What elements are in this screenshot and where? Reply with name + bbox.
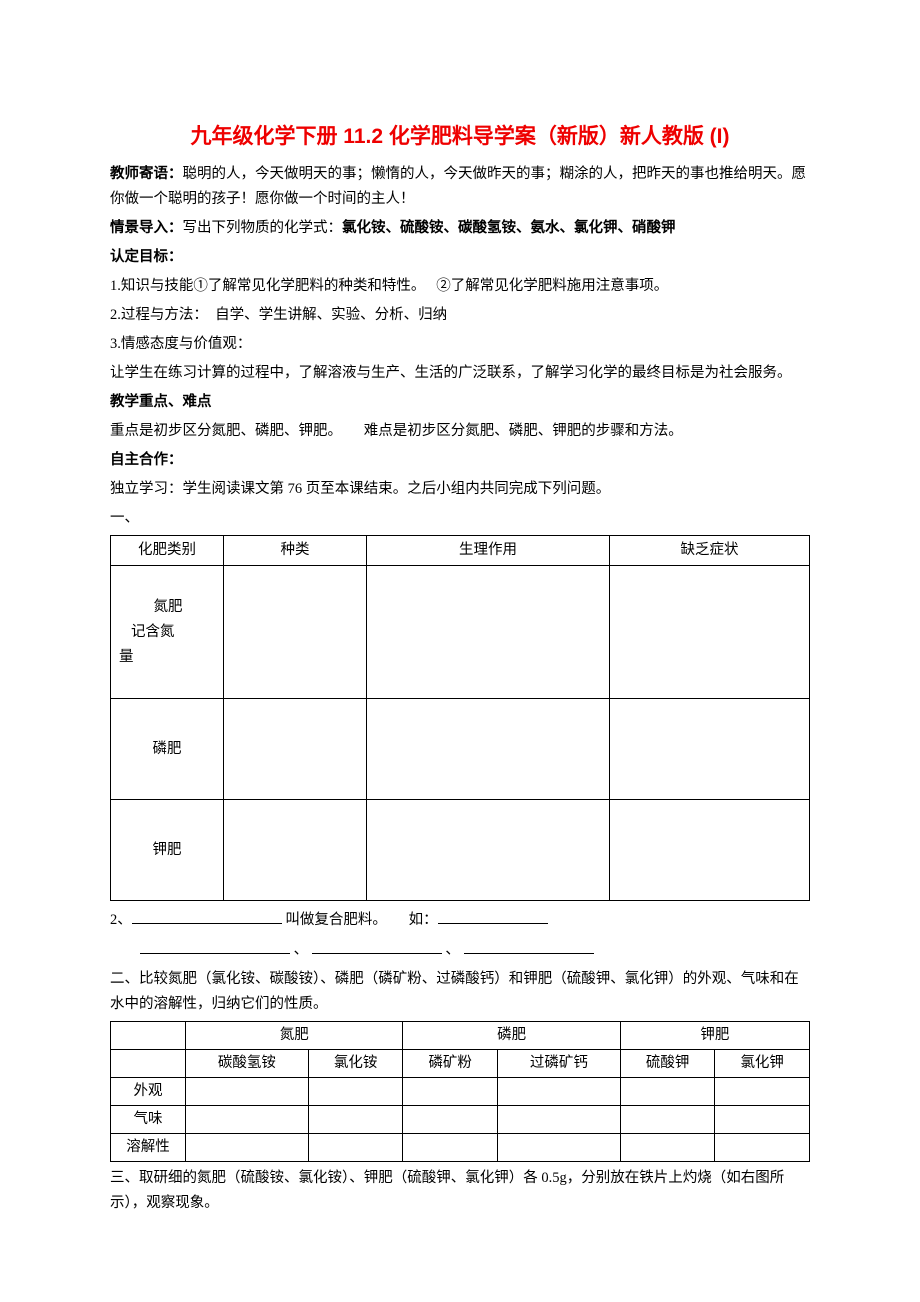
cell [224,566,367,699]
table-header: 种类 [224,536,367,566]
fertilizer-category-table: 化肥类别 种类 生理作用 缺乏症状 氮肥 记含氮 量 磷肥 [110,535,810,901]
row-label-nitrogen: 氮肥 记含氮 量 [111,566,224,699]
cell [610,699,810,800]
table-row: 钾肥 [111,800,810,901]
cell [497,1134,620,1162]
sub-header: 硫酸钾 [620,1050,715,1078]
cell [715,1106,810,1134]
row-label: 气味 [111,1106,186,1134]
cell [610,566,810,699]
sub-header: 磷矿粉 [403,1050,498,1078]
q2-sep1: 、 [290,942,312,958]
goal-1: 1.知识与技能①了解常见化学肥料的种类和特性。 ②了解常见化学肥料施用注意事项。 [110,274,810,299]
top-header: 氮肥 [186,1022,403,1050]
goal-2: 2.过程与方法： 自学、学生讲解、实验、分析、归纳 [110,303,810,328]
table-row: 化肥类别 种类 生理作用 缺乏症状 [111,536,810,566]
document-body: 教师寄语：聪明的人，今天做明天的事；懒惰的人，今天做昨天的事；糊涂的人，把昨天的… [110,162,810,1216]
key-text: 重点是初步区分氮肥、磷肥、钾肥。 难点是初步区分氮肥、磷肥、钾肥的步骤和方法。 [110,419,810,444]
table-row: 气味 [111,1106,810,1134]
row-label: 溶解性 [111,1134,186,1162]
goal-label: 认定目标： [110,249,183,265]
cell [367,800,610,901]
empty-cell [111,1050,186,1078]
row-label-phosphorus: 磷肥 [111,699,224,800]
top-header: 钾肥 [620,1022,809,1050]
table-row: 溶解性 [111,1134,810,1162]
cell [715,1078,810,1106]
scene-label: 情景导入： [110,220,183,236]
coop-label-row: 自主合作： [110,448,810,473]
fertilizer-comparison-table: 氮肥 磷肥 钾肥 碳酸氢铵 氯化铵 磷矿粉 过磷矿钙 硫酸钾 氯化钾 外观 气味 [110,1021,810,1162]
cell [224,800,367,901]
teacher-message: 教师寄语：聪明的人，今天做明天的事；懒惰的人，今天做昨天的事；糊涂的人，把昨天的… [110,162,810,212]
key-label: 教学重点、难点 [110,394,212,410]
table-header: 缺乏症状 [610,536,810,566]
sub-header: 氯化钾 [715,1050,810,1078]
q2-prefix: 2、 [110,912,132,928]
cell [620,1078,715,1106]
cell [610,800,810,901]
row-label-potassium: 钾肥 [111,800,224,901]
goal-label-row: 认定目标： [110,245,810,270]
cell [224,699,367,800]
cell [620,1134,715,1162]
table-row: 碳酸氢铵 氯化铵 磷矿粉 过磷矿钙 硫酸钾 氯化钾 [111,1050,810,1078]
cell [186,1078,309,1106]
table-row: 磷肥 [111,699,810,800]
cell [497,1078,620,1106]
section-three-label: 三、取研细的氮肥（硫酸铵、氯化铵）、钾肥（硫酸钾、氯化钾）各 0.5g，分别放在… [110,1166,810,1216]
table-header: 化肥类别 [111,536,224,566]
scene-text: 写出下列物质的化学式： [183,220,343,236]
q2-sep2: 、 [442,942,464,958]
goal-3: 3.情感态度与价值观： [110,332,810,357]
q2-mid: 叫做复合肥料。 如： [282,912,438,928]
blank-line [132,907,282,924]
document-page: 九年级化学下册 11.2 化学肥料导学案（新版）新人教版 (I) 教师寄语：聪明… [0,0,920,1302]
cell [308,1078,403,1106]
sub-header: 过磷矿钙 [497,1050,620,1078]
cell [186,1134,309,1162]
cell [403,1078,498,1106]
goal-3b: 让学生在练习计算的过程中，了解溶液与生产、生活的广泛联系，了解学习化学的最终目标… [110,361,810,386]
blank-line [464,937,594,954]
question-2: 2、 叫做复合肥料。 如： [110,907,810,933]
blank-line [438,907,548,924]
cell [186,1106,309,1134]
scene-list: 氯化铵、硫酸铵、碳酸氢铵、氨水、氯化钾、硝酸钾 [342,220,676,236]
key-label-row: 教学重点、难点 [110,390,810,415]
cell [308,1106,403,1134]
empty-cell [111,1022,186,1050]
sub-header: 碳酸氢铵 [186,1050,309,1078]
cell [620,1106,715,1134]
document-title: 九年级化学下册 11.2 化学肥料导学案（新版）新人教版 (I) [110,120,810,150]
table-header: 生理作用 [367,536,610,566]
row-label: 外观 [111,1078,186,1106]
section-two-label: 二、比较氮肥（氯化铵、碳酸铵）、磷肥（磷矿粉、过磷酸钙）和钾肥（硫酸钾、氯化钾）… [110,967,810,1017]
coop-label: 自主合作： [110,452,183,468]
question-2-line2: 、 、 [110,937,810,963]
table-row: 外观 [111,1078,810,1106]
teacher-message-label: 教师寄语： [110,166,183,182]
cell [403,1134,498,1162]
cell [403,1106,498,1134]
blank-line [140,937,290,954]
cell [367,566,610,699]
table-row: 氮肥 磷肥 钾肥 [111,1022,810,1050]
scene-intro: 情景导入：写出下列物质的化学式：氯化铵、硫酸铵、碳酸氢铵、氨水、氯化钾、硝酸钾 [110,216,810,241]
coop-text: 独立学习：学生阅读课文第 76 页至本课结束。之后小组内共同完成下列问题。 [110,477,810,502]
cell [715,1134,810,1162]
cell [308,1134,403,1162]
blank-line [312,937,442,954]
table-row: 氮肥 记含氮 量 [111,566,810,699]
sub-header: 氯化铵 [308,1050,403,1078]
cell [367,699,610,800]
teacher-message-text: 聪明的人，今天做明天的事；懒惰的人，今天做昨天的事；糊涂的人，把昨天的事也推给明… [110,166,806,207]
cell [497,1106,620,1134]
section-one-label: 一、 [110,506,810,531]
top-header: 磷肥 [403,1022,620,1050]
